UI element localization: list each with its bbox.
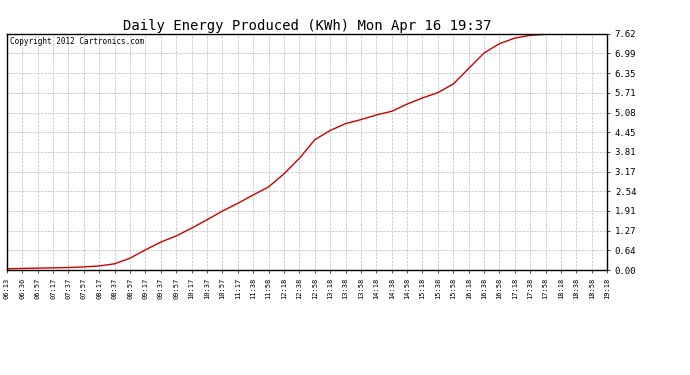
Text: Copyright 2012 Cartronics.com: Copyright 2012 Cartronics.com xyxy=(10,37,144,46)
Title: Daily Energy Produced (KWh) Mon Apr 16 19:37: Daily Energy Produced (KWh) Mon Apr 16 1… xyxy=(123,19,491,33)
